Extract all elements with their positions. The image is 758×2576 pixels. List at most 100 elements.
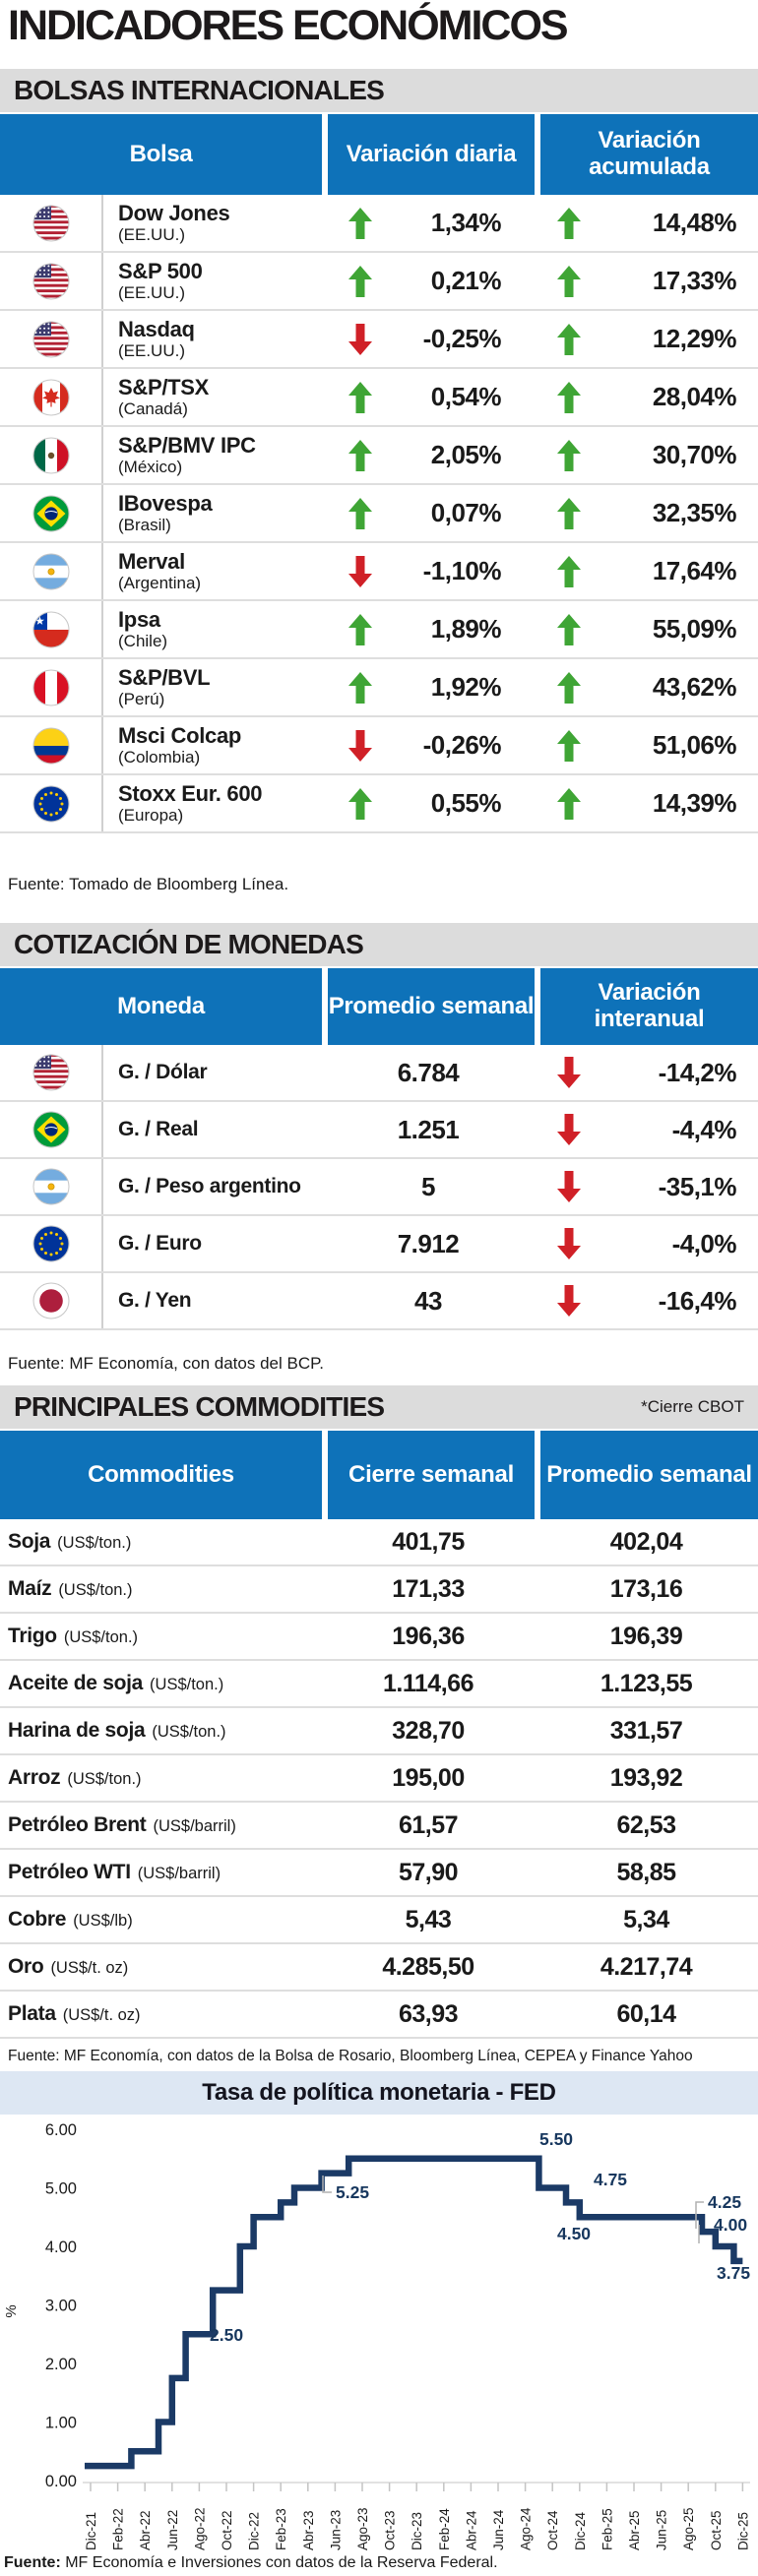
weekly-average-value: 7.912 xyxy=(397,1228,460,1258)
fed-chart-source: Fuente: MF Economía e Inversiones con da… xyxy=(0,2553,758,2576)
up-arrow-icon xyxy=(557,207,581,239)
weekly-average-value: 58,85 xyxy=(616,1858,676,1886)
currency-name: G. / Euro xyxy=(118,1231,202,1255)
yoy-variation-value: -4,4% xyxy=(671,1114,737,1144)
monedas-source: Fuente: MF Economía, con datos del BCP. xyxy=(8,1354,324,1373)
index-country: (EE.UU.) xyxy=(118,224,185,244)
table-row: IBovespa (Brasil) 0,07% 32,35% xyxy=(0,485,758,543)
weekly-close-value: 57,90 xyxy=(398,1858,459,1886)
weekly-average-value: 5 xyxy=(421,1171,435,1201)
currency-name: G. / Yen xyxy=(118,1288,192,1312)
commodity-unit: (US$/ton.) xyxy=(152,1723,226,1741)
rate-annotation: 5.25 xyxy=(336,2182,369,2202)
commodity-unit: (US$/ton.) xyxy=(67,1770,142,1788)
accumulated-variation-value: 30,70% xyxy=(652,440,737,469)
daily-variation-value: 1,34% xyxy=(430,208,502,237)
page-title: INDICADORES ECONÓMICOS xyxy=(8,2,569,49)
column-header-variacion-acumulada: Variación acumulada xyxy=(540,114,758,195)
y-tick-label: 3.00 xyxy=(45,2298,77,2315)
index-name-cell: Msci Colcap (Colombia) xyxy=(103,724,322,767)
rate-annotation: 4.75 xyxy=(594,2170,627,2189)
accumulated-variation-cell: 12,29% xyxy=(535,311,758,367)
co-flag-icon xyxy=(32,727,69,764)
commodity-name: Maíz xyxy=(8,1577,52,1600)
index-name: Ipsa xyxy=(118,606,160,632)
x-tick-label: Jun-23 xyxy=(328,2510,343,2550)
commodity-name-cell: Arroz (US$/ton.) xyxy=(0,1766,322,1790)
weekly-average-value: 1.251 xyxy=(397,1114,460,1144)
source-prefix: Fuente: xyxy=(4,2554,61,2571)
table-row: Harina de soja (US$/ton.) 328,70 331,57 xyxy=(0,1708,758,1755)
flag-cell xyxy=(0,253,103,309)
index-name: S&P/BVL xyxy=(118,664,211,690)
x-tick-label: Feb-25 xyxy=(600,2508,614,2550)
x-tick-label: Oct-23 xyxy=(383,2510,398,2550)
commodity-name: Soja xyxy=(8,1530,51,1553)
index-name-cell: Merval (Argentina) xyxy=(103,550,322,592)
cl-flag-icon xyxy=(32,611,69,647)
index-name-cell: Stoxx Eur. 600 (Europa) xyxy=(103,782,322,825)
x-tick-label: Abr-25 xyxy=(627,2510,642,2550)
bolsas-table: Dow Jones (EE.UU.) 1,34% 14,48% S&P 500 (EE.U… xyxy=(0,195,758,833)
index-name-cell: S&P 500 (EE.UU.) xyxy=(103,260,322,302)
x-tick-label: Abr-23 xyxy=(301,2510,316,2550)
index-country: (Colombia) xyxy=(118,747,201,767)
daily-variation-value: 0,21% xyxy=(430,266,502,295)
monedas-table-header: Moneda Promedio semanal Variación intera… xyxy=(0,968,758,1045)
index-name: S&P/TSX xyxy=(118,374,210,399)
accumulated-variation-value: 55,09% xyxy=(652,614,737,644)
index-country: (EE.UU.) xyxy=(118,340,185,360)
commodity-unit: (US$/ton.) xyxy=(58,1581,133,1599)
currency-name-cell: G. / Real xyxy=(103,1118,322,1141)
fed-chart: 6.00 5.00 4.00 3.00 2.00 1.00 0.00% Dic-21 Feb-2… xyxy=(0,2115,758,2553)
yoy-variation-cell: -35,1% xyxy=(535,1159,758,1214)
daily-variation-cell: 0,54% xyxy=(322,369,535,425)
rate-annotation: 4.25 xyxy=(708,2192,741,2212)
down-arrow-icon xyxy=(348,323,372,355)
commodity-unit: (US$/t. oz) xyxy=(62,2006,141,2024)
y-tick-label: 1.00 xyxy=(45,2415,77,2432)
index-country: (Europa) xyxy=(118,805,184,825)
flag-cell xyxy=(0,775,103,831)
annotation-connector xyxy=(695,2201,704,2229)
down-arrow-icon xyxy=(348,555,372,587)
x-tick-label: Ago-25 xyxy=(681,2507,696,2550)
table-row: G. / Euro 7.912 -4,0% xyxy=(0,1216,758,1273)
daily-variation-value: 2,05% xyxy=(430,440,502,469)
section-heading: PRINCIPALES COMMODITIES xyxy=(14,1391,385,1422)
section-bar-commodities: PRINCIPALES COMMODITIES *Cierre CBOT xyxy=(0,1385,758,1429)
accumulated-variation-cell: 14,48% xyxy=(535,195,758,251)
x-tick-label: Feb-23 xyxy=(274,2508,288,2550)
commodities-table: Soja (US$/ton.) 401,75 402,04 Maíz (US$/ton.)… xyxy=(0,1519,758,2039)
table-row: Stoxx Eur. 600 (Europa) 0,55% 14,39% xyxy=(0,775,758,833)
accumulated-variation-cell: 17,64% xyxy=(535,543,758,599)
down-arrow-icon xyxy=(557,1228,581,1259)
jp-flag-icon xyxy=(32,1282,69,1319)
commodity-name: Plata xyxy=(8,2002,56,2025)
commodity-name: Aceite de soja xyxy=(8,1672,144,1694)
commodity-unit: (US$/barril) xyxy=(153,1817,236,1835)
weekly-average-value: 62,53 xyxy=(616,1810,676,1839)
index-name: Msci Colcap xyxy=(118,722,242,748)
index-country: (Chile) xyxy=(118,631,168,650)
accumulated-variation-value: 32,35% xyxy=(652,498,737,527)
daily-variation-cell: 0,21% xyxy=(322,253,535,309)
index-name-cell: Nasdaq (EE.UU.) xyxy=(103,318,322,360)
flag-cell xyxy=(0,659,103,715)
accumulated-variation-value: 12,29% xyxy=(652,324,737,353)
currency-name-cell: G. / Euro xyxy=(103,1231,322,1256)
daily-variation-cell: 0,55% xyxy=(322,775,535,831)
up-arrow-icon xyxy=(557,555,581,587)
br-flag-icon xyxy=(32,1111,69,1148)
currency-name: G. / Dólar xyxy=(118,1060,208,1083)
index-name: S&P 500 xyxy=(118,258,203,283)
accumulated-variation-cell: 43,62% xyxy=(535,659,758,715)
weekly-average-value: 193,92 xyxy=(609,1763,683,1792)
accumulated-variation-value: 17,33% xyxy=(652,266,737,295)
index-country: (Argentina) xyxy=(118,573,202,592)
yoy-variation-value: -14,2% xyxy=(658,1057,737,1087)
accumulated-variation-value: 43,62% xyxy=(652,672,737,702)
down-arrow-icon xyxy=(557,1285,581,1317)
x-tick-label: Oct-25 xyxy=(709,2510,724,2550)
x-tick-label: Jun-25 xyxy=(655,2510,669,2550)
